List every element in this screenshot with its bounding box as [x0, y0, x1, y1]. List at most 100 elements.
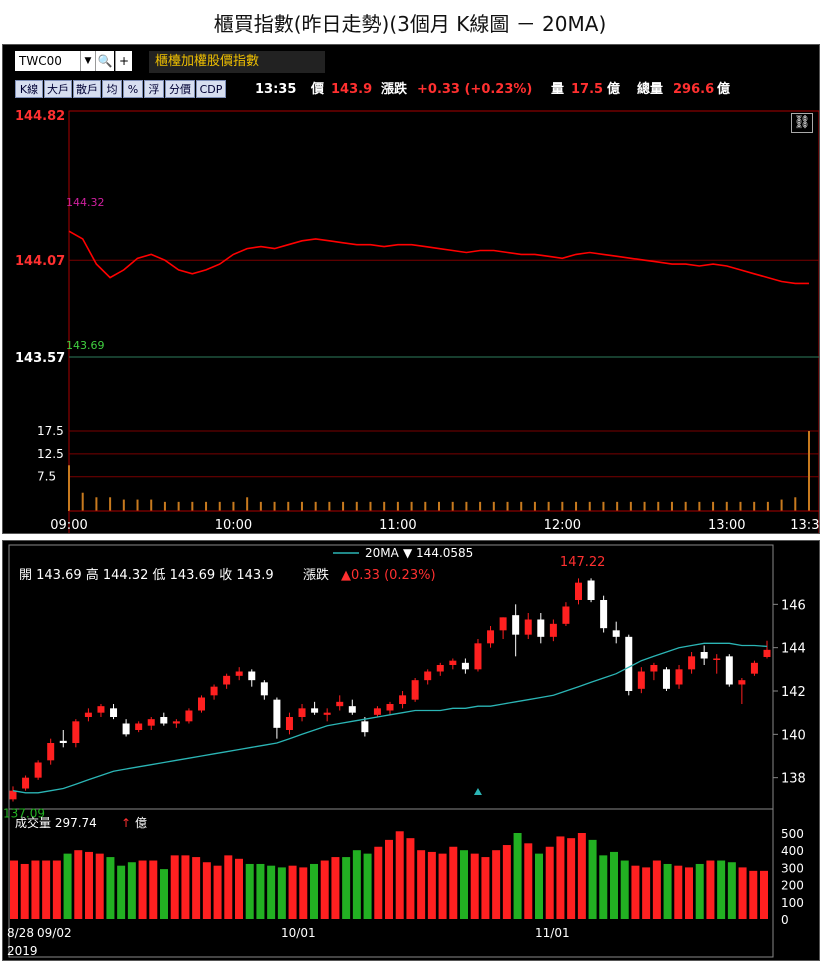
toolbar-button-7[interactable]: CDP	[196, 80, 226, 98]
volume-bar	[438, 853, 447, 919]
volume-bar	[629, 501, 632, 511]
volume-bar	[191, 501, 194, 511]
volume-bar	[395, 831, 404, 919]
volume-bar	[670, 501, 673, 511]
candle-body	[122, 723, 130, 735]
candle-body	[210, 686, 218, 696]
search-icon[interactable]: 🔍	[95, 51, 114, 71]
volume-bar	[52, 860, 61, 919]
low-label: 137.09	[3, 806, 45, 820]
time-tick-label: 13:30	[790, 518, 819, 533]
candle-body	[637, 671, 645, 689]
toolbar-button-6[interactable]: 分價	[165, 80, 195, 98]
volume-bar	[352, 850, 361, 919]
volume-bar	[300, 501, 303, 511]
plus-icon[interactable]: +	[115, 51, 132, 71]
candle-body	[487, 630, 495, 644]
volume-bar	[342, 857, 351, 919]
kline-panel: 20MA ▼ 144.0585 開 143.69 高 144.32 低 143.69…	[2, 540, 820, 961]
volume-bar	[288, 865, 297, 919]
candle-body	[260, 682, 268, 696]
ma-legend-value: ▼ 144.0585	[403, 546, 473, 560]
candle-body	[411, 680, 419, 700]
candle-body	[47, 743, 55, 761]
dropdown-icon[interactable]: ▼	[80, 51, 95, 71]
volume-bar	[10, 860, 18, 919]
volume-tick-label: 400	[781, 844, 804, 858]
candle-body	[361, 721, 369, 733]
volume-bar	[369, 501, 372, 511]
toolbar-button-4[interactable]: %	[123, 80, 143, 98]
time-tick-label: 09:00	[50, 518, 87, 533]
volume-bar	[725, 501, 728, 511]
time-tick-label: 10:00	[215, 518, 252, 533]
volume-bar	[232, 501, 235, 511]
day-high-label: 144.32	[66, 196, 105, 209]
volume-bar	[81, 492, 84, 511]
volume-bar	[449, 846, 458, 919]
toolbar-button-1[interactable]: 大戶	[44, 80, 72, 98]
volume-bar	[218, 501, 221, 511]
day-low-label: 143.69	[66, 339, 105, 352]
y-max-label: 144.82	[15, 109, 65, 124]
ma-legend-name: 20MA	[365, 546, 400, 560]
candle-body	[499, 617, 507, 631]
quote-time: 13:35	[255, 82, 297, 97]
toolbar-button-5[interactable]: 浮	[144, 80, 164, 98]
volume-bar	[259, 501, 262, 511]
candle-body	[474, 643, 482, 670]
candle-body	[575, 582, 582, 600]
candle-body	[625, 636, 633, 691]
volume-bar	[674, 865, 683, 919]
volume-bar	[149, 860, 158, 919]
candle-body	[185, 710, 193, 722]
candle-body	[424, 671, 432, 681]
volume-bar	[202, 862, 211, 919]
volume-bar	[567, 838, 576, 919]
volume-bar	[663, 863, 672, 919]
volume-bar	[481, 857, 490, 919]
volume-tick-label: 0	[781, 913, 789, 927]
volume-bar	[363, 853, 372, 919]
toolbar-button-3[interactable]: 均	[102, 80, 122, 98]
volume-bar	[246, 497, 249, 511]
symbol-select[interactable]: TWC00 ▼	[15, 51, 95, 71]
candle-body	[688, 656, 696, 670]
volume-tick-label: 200	[781, 879, 804, 893]
volume-bar	[424, 501, 427, 511]
volume-bar	[451, 501, 454, 511]
total-volume-label: 總量	[637, 82, 664, 97]
candle-body	[449, 660, 457, 665]
link-icon[interactable]: ⛓	[791, 113, 813, 133]
candle-body	[59, 740, 67, 743]
volume-bar	[213, 865, 222, 919]
candle-body	[512, 615, 520, 635]
volume-bar	[602, 501, 605, 511]
volume-bar	[31, 860, 40, 919]
intraday-frame	[68, 110, 819, 533]
candle-body	[223, 675, 231, 685]
volume-tick-label: 12.5	[37, 447, 64, 461]
volume-bar	[417, 850, 426, 919]
candle-body	[34, 762, 42, 778]
price-tick-label: 138	[781, 772, 806, 787]
volume-bar	[808, 431, 810, 511]
volume-bar	[314, 501, 317, 511]
volume-bar	[245, 863, 254, 919]
volume-bar	[299, 867, 308, 919]
candle-body	[273, 699, 281, 728]
volume-bar	[192, 857, 201, 919]
candle-body	[713, 658, 721, 660]
toolbar-button-0[interactable]: K線	[15, 80, 43, 98]
volume-bar	[492, 850, 501, 919]
candle-body	[9, 790, 17, 800]
candle-body	[763, 649, 771, 657]
volume-bar	[267, 865, 276, 919]
volume-bar	[170, 855, 179, 919]
toolbar-button-2[interactable]: 散戶	[73, 80, 101, 98]
candle-body	[172, 721, 180, 724]
candle-body	[311, 708, 319, 713]
candle-body	[198, 697, 205, 711]
volume-bar	[320, 860, 329, 919]
change-label: 漲跌	[381, 82, 408, 97]
